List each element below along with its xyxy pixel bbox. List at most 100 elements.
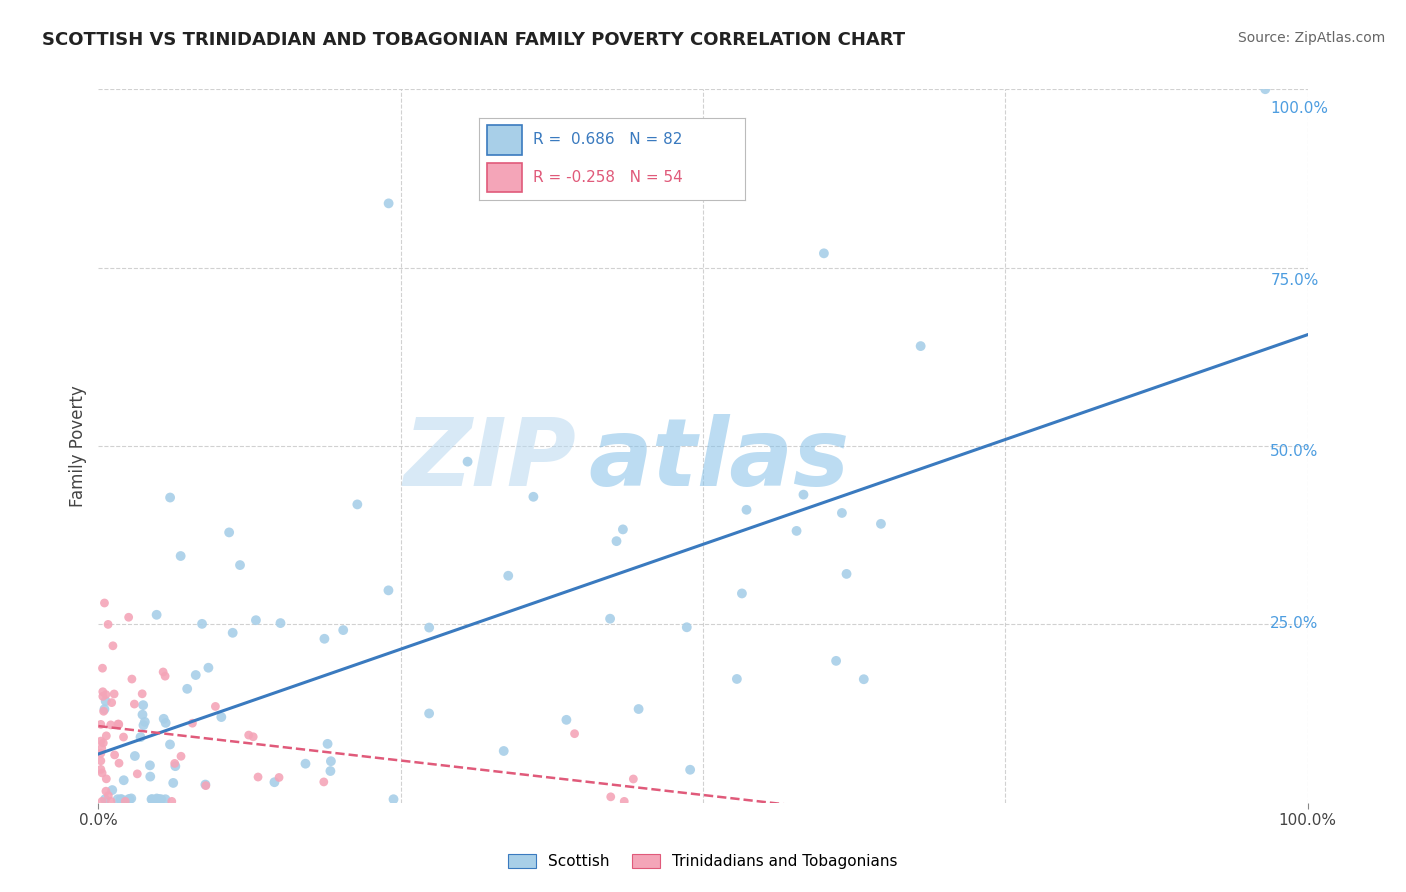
Point — [183, 748, 205, 763]
Point — [188, 785, 211, 799]
Point — [352, 749, 374, 764]
Point — [172, 689, 194, 703]
Point — [245, 677, 267, 691]
Point — [217, 782, 239, 797]
Point — [870, 518, 893, 533]
Point — [217, 606, 239, 620]
Point — [263, 657, 285, 671]
Point — [212, 783, 235, 797]
FancyBboxPatch shape — [488, 163, 522, 193]
Point — [498, 458, 520, 473]
Point — [299, 722, 322, 736]
Point — [172, 723, 194, 737]
Point — [225, 710, 247, 724]
Point — [177, 774, 200, 789]
Point — [169, 729, 191, 743]
Point — [176, 785, 198, 799]
Point — [239, 742, 262, 756]
Point — [211, 762, 233, 776]
Point — [186, 783, 208, 797]
Legend: Scottish, Trinidadians and Tobagonians: Scottish, Trinidadians and Tobagonians — [502, 848, 904, 875]
Point — [430, 783, 453, 797]
Point — [593, 720, 616, 734]
Point — [183, 711, 205, 725]
Point — [371, 730, 394, 744]
Point — [1216, 100, 1239, 114]
Point — [557, 492, 579, 507]
Point — [257, 615, 280, 629]
Point — [233, 751, 256, 765]
Point — [307, 611, 329, 625]
Point — [626, 609, 648, 624]
Point — [179, 740, 201, 755]
Point — [167, 734, 190, 748]
Point — [205, 712, 228, 726]
Point — [744, 585, 766, 599]
Point — [262, 769, 284, 783]
Text: R = -0.258   N = 54: R = -0.258 N = 54 — [533, 170, 682, 186]
Point — [181, 783, 204, 797]
Point — [304, 723, 326, 738]
Point — [233, 748, 256, 763]
Point — [905, 347, 928, 361]
Point — [586, 706, 609, 721]
Point — [211, 751, 233, 765]
Point — [748, 505, 770, 519]
Point — [183, 711, 205, 725]
Point — [197, 691, 219, 706]
Point — [222, 661, 245, 675]
Point — [463, 701, 485, 715]
Point — [207, 709, 229, 723]
Point — [200, 759, 222, 773]
Point — [191, 783, 214, 797]
Point — [197, 742, 219, 756]
Point — [202, 723, 225, 738]
Point — [838, 566, 860, 581]
Point — [167, 739, 190, 754]
Point — [697, 755, 720, 769]
Point — [229, 493, 252, 508]
Text: atlas: atlas — [617, 418, 879, 510]
Point — [328, 763, 350, 777]
Point — [167, 747, 190, 761]
Point — [252, 664, 274, 678]
Point — [398, 500, 420, 514]
Point — [212, 783, 235, 797]
Point — [638, 785, 661, 799]
Point — [194, 667, 217, 681]
Point — [285, 624, 308, 638]
Point — [204, 702, 226, 716]
Point — [167, 758, 190, 772]
Point — [426, 582, 449, 597]
Point — [740, 667, 762, 681]
FancyBboxPatch shape — [488, 125, 522, 154]
Text: ZIP: ZIP — [433, 418, 606, 510]
Point — [637, 524, 659, 538]
Point — [374, 747, 396, 761]
Point — [830, 650, 852, 665]
Point — [167, 727, 190, 741]
Point — [262, 770, 284, 784]
Point — [193, 783, 215, 797]
Point — [651, 697, 673, 711]
Point — [818, 258, 841, 272]
Point — [276, 704, 298, 718]
Point — [385, 621, 408, 635]
Point — [169, 684, 191, 698]
Point — [800, 490, 823, 504]
Point — [167, 785, 190, 799]
Point — [426, 210, 449, 224]
Point — [323, 767, 346, 781]
Point — [187, 723, 209, 738]
Point — [218, 783, 240, 797]
Point — [232, 768, 254, 782]
Point — [367, 766, 389, 780]
Point — [368, 629, 391, 643]
Point — [170, 697, 193, 711]
Point — [308, 762, 330, 776]
Text: Source: ZipAtlas.com: Source: ZipAtlas.com — [1237, 31, 1385, 45]
Point — [239, 549, 262, 564]
Point — [329, 614, 352, 628]
Point — [793, 525, 815, 540]
Point — [184, 783, 207, 797]
